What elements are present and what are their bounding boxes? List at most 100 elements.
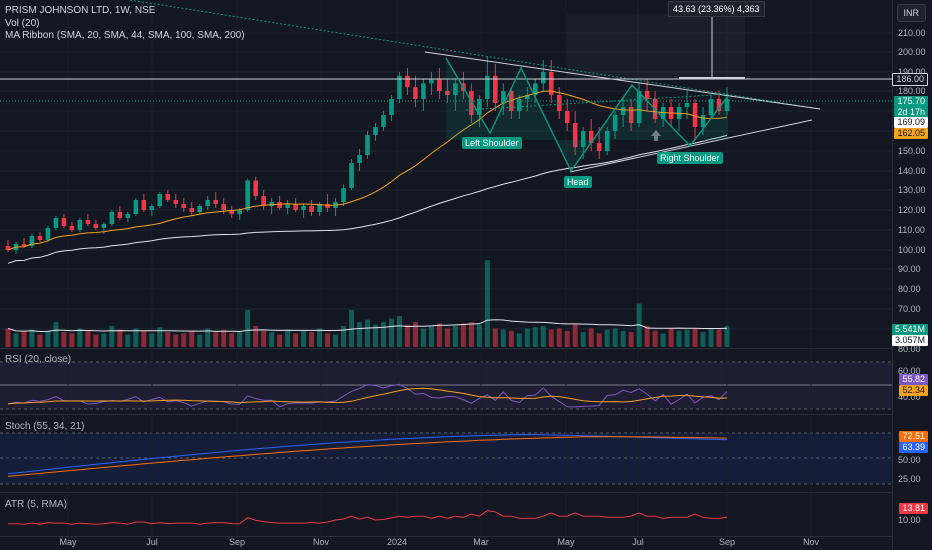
candle-body-61: [493, 75, 498, 103]
candle-body-37: [301, 206, 306, 210]
candle-body-76: [612, 115, 618, 131]
candle-body-30: [245, 180, 250, 210]
atr-label: ATR (5, RMA): [5, 499, 68, 510]
candle-body-8: [69, 226, 75, 230]
price-tick-140: 140.00: [898, 166, 926, 176]
volume-bar-63: [508, 330, 514, 347]
time-tick-4: 2024: [387, 537, 407, 547]
price-tick-80: 80.00: [898, 284, 921, 294]
volume-bar-61: [492, 328, 498, 347]
volume-bar-39: [317, 328, 323, 347]
candle-body-70: [564, 111, 570, 123]
volume-bar-46: [372, 324, 378, 347]
ma-chip-1: 169.09: [894, 117, 928, 128]
time-tick-7: Jul: [632, 537, 644, 547]
volume-bar-64: [516, 333, 522, 347]
candles-group: [5, 56, 730, 254]
candle-body-59: [477, 99, 482, 115]
candle-body-69: [556, 95, 562, 111]
price-tick-190: 190.00: [898, 67, 926, 77]
price-tick-130: 130.00: [898, 185, 926, 195]
volume-bar-17: [141, 330, 147, 347]
candle-body-36: [293, 204, 298, 210]
volume-bar-80: [644, 325, 650, 347]
price-tick-150: 150.00: [898, 146, 926, 156]
candle-body-73: [588, 131, 594, 143]
candle-body-26: [213, 200, 219, 204]
ma-legend: MA Ribbon (SMA, 20, SMA, 44, SMA, 100, S…: [5, 30, 249, 41]
candle-body-48: [389, 99, 394, 115]
volume-bar-85: [684, 329, 690, 347]
volume-bar-90: [724, 325, 730, 347]
volume-bar-59: [476, 324, 482, 347]
ma-chip-2: 162.05: [894, 128, 928, 139]
volume-bar-22: [181, 333, 187, 347]
volume-bar-76: [612, 328, 618, 347]
candle-body-45: [365, 135, 370, 155]
candle-body-15: [125, 214, 131, 218]
volume-bar-89: [716, 329, 722, 347]
candle-body-14: [117, 212, 123, 218]
candle-body-20: [165, 194, 171, 200]
candle-body-5: [45, 228, 51, 240]
candle-body-47: [381, 115, 386, 127]
volume-bar-58: [468, 322, 474, 347]
rsi-chip-2: 52.34: [899, 385, 928, 396]
volume-bar-86: [692, 328, 698, 347]
currency-button[interactable]: INR: [896, 4, 926, 22]
stoch-tick-2: 25.00: [898, 474, 921, 484]
volume-group: [5, 260, 730, 347]
candle-body-21: [173, 200, 179, 204]
candle-body-39: [317, 204, 322, 212]
volume-bar-65: [524, 328, 530, 347]
candle-body-18: [149, 206, 155, 210]
volume-bar-40: [325, 333, 331, 347]
volume-bar-78: [628, 332, 634, 347]
price-tick-70: 70.00: [898, 304, 921, 314]
volume-bar-42: [341, 325, 347, 347]
volume-bar-84: [676, 330, 682, 347]
time-tick-3: Nov: [313, 537, 330, 547]
candle-body-85: [684, 103, 690, 107]
candle-body-19: [157, 194, 163, 206]
volume-bar-7: [61, 332, 67, 347]
candle-body-88: [708, 99, 714, 115]
volume-bar-28: [229, 333, 235, 347]
left-shoulder-label: Left Shoulder: [462, 137, 522, 149]
atr-line: [8, 510, 728, 525]
volume-bar-60: [484, 260, 490, 347]
atr-tick-0: 10.00: [898, 515, 921, 525]
volume-bar-69: [556, 328, 562, 347]
volume-bar-44: [357, 322, 363, 347]
volume-bar-79: [636, 303, 642, 347]
candle-body-67: [540, 72, 546, 84]
rsi-line: [7, 383, 728, 408]
volume-bar-77: [620, 330, 626, 347]
volume-bar-37: [301, 330, 307, 347]
volume-bar-24: [197, 334, 203, 347]
volume-bar-21: [173, 334, 179, 347]
candle-body-65: [524, 95, 530, 99]
candle-body-44: [357, 155, 362, 163]
volume-bar-50: [404, 324, 410, 347]
rsi-chip-1: 55.82: [899, 374, 928, 385]
price-tick-180: 180.00: [898, 86, 926, 96]
time-tick-2: Sep: [229, 537, 245, 547]
volume-bar-53: [428, 325, 434, 347]
volume-bar-55: [444, 328, 450, 347]
volume-legend-label: Vol (20): [5, 18, 40, 29]
candle-body-34: [277, 202, 282, 208]
stoch-tick-1: 50.00: [898, 455, 921, 465]
volume-bar-56: [452, 325, 458, 347]
time-tick-1: Jul: [146, 537, 158, 547]
candle-body-63: [509, 91, 514, 111]
stoch-label: Stoch (55, 34, 21): [5, 421, 85, 432]
candle-body-7: [61, 218, 67, 226]
time-tick-0: May: [59, 537, 77, 547]
volume-bar-4: [37, 334, 43, 347]
volume-bar-41: [333, 334, 339, 347]
volume-bar-70: [564, 330, 570, 347]
candle-body-22: [181, 204, 187, 208]
symbol-title: PRISM JOHNSON LTD, 1W, NSE: [5, 5, 156, 16]
